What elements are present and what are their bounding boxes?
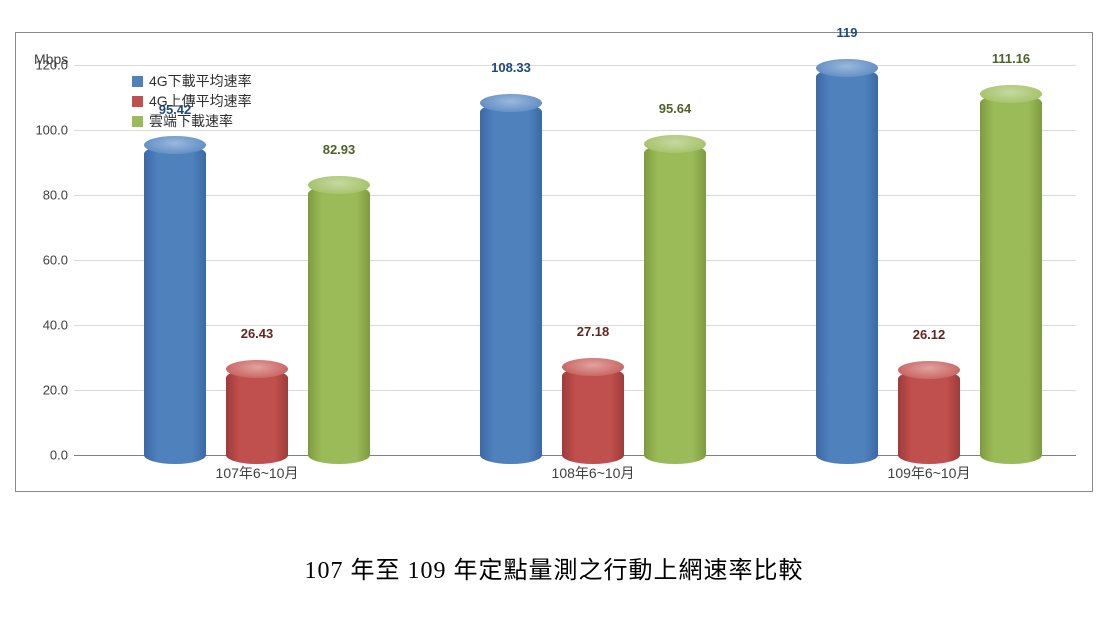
y-tick-label: 60.0 [43, 253, 68, 268]
bar-1-0 [226, 369, 288, 455]
bar-1-2 [898, 370, 960, 455]
bar-2-0 [308, 185, 370, 455]
legend-label: 4G下載平均速率 [149, 71, 252, 91]
legend-swatch [132, 116, 143, 127]
legend-item: 4G上傳平均速率 [132, 91, 252, 111]
x-tick-label: 107年6~10月 [216, 463, 299, 483]
legend-swatch [132, 76, 143, 87]
bar-0-1 [480, 103, 542, 455]
y-tick-label: 80.0 [43, 188, 68, 203]
bar-1-1 [562, 367, 624, 455]
legend-swatch [132, 96, 143, 107]
value-label: 82.93 [323, 142, 356, 157]
chart-caption: 107 年至 109 年定點量測之行動上網速率比較 [0, 550, 1108, 585]
value-label: 108.33 [491, 60, 531, 75]
bar-2-1 [644, 144, 706, 455]
grid-line [74, 325, 1076, 326]
y-tick-label: 0.0 [50, 448, 68, 463]
legend-item: 4G下載平均速率 [132, 71, 252, 91]
grid-line [74, 260, 1076, 261]
y-tick-label: 120.0 [35, 58, 68, 73]
y-tick-label: 100.0 [35, 123, 68, 138]
legend: 4G下載平均速率4G上傳平均速率雲端下載速率 [132, 71, 252, 131]
bar-0-2 [816, 68, 878, 455]
value-label: 26.43 [241, 326, 274, 341]
legend-label: 4G上傳平均速率 [149, 91, 252, 111]
value-label: 27.18 [577, 324, 610, 339]
value-label: 111.16 [992, 51, 1030, 66]
legend-item: 雲端下載速率 [132, 111, 252, 131]
bar-2-2 [980, 94, 1042, 455]
x-tick-label: 109年6~10月 [888, 463, 971, 483]
chart-frame: Mbps 0.020.040.060.080.0100.0120.095.422… [15, 32, 1093, 492]
y-tick-label: 20.0 [43, 383, 68, 398]
y-tick-label: 40.0 [43, 318, 68, 333]
value-label: 95.64 [659, 101, 692, 116]
grid-line [74, 195, 1076, 196]
value-label: 26.12 [913, 327, 946, 342]
legend-label: 雲端下載速率 [149, 111, 233, 131]
grid-line [74, 65, 1076, 66]
value-label: 119 [837, 25, 858, 40]
bar-0-0 [144, 145, 206, 455]
x-tick-label: 108年6~10月 [552, 463, 635, 483]
